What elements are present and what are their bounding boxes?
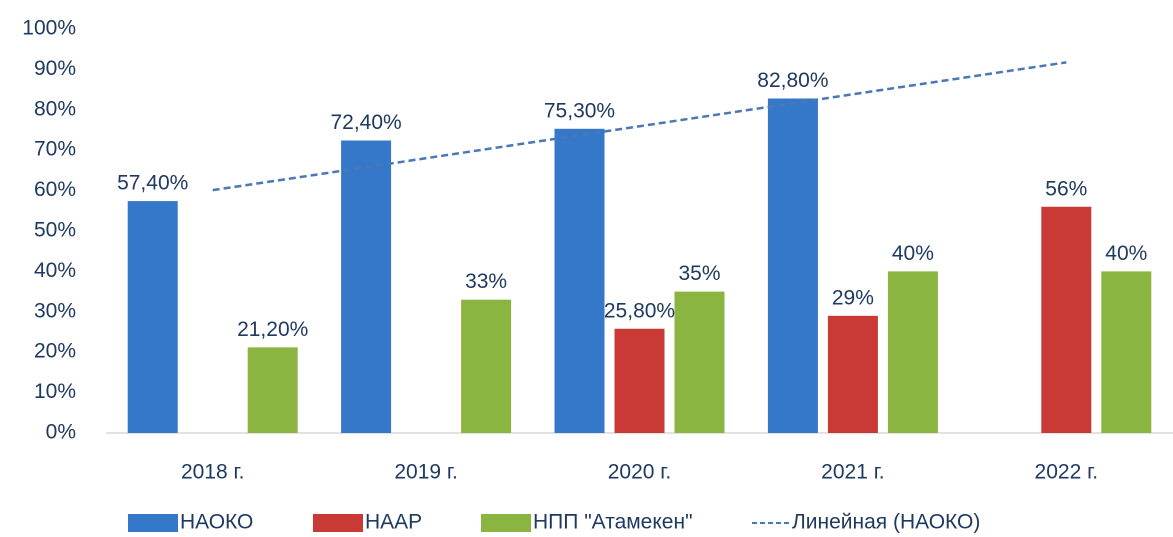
y-tick-label: 10% [34, 380, 76, 403]
bar [247, 347, 298, 433]
y-tick-label: 20% [34, 340, 76, 363]
trendline [212, 61, 1067, 192]
data-label: 25,80% [604, 299, 675, 322]
x-tick-label: 2020 г. [608, 461, 671, 484]
data-label: 21,20% [237, 318, 308, 341]
x-tick-label: 2021 г. [821, 461, 884, 484]
bar [127, 201, 178, 433]
bar [674, 291, 725, 433]
y-tick-label: 90% [34, 57, 76, 80]
data-label: 40% [892, 242, 934, 265]
bar [827, 315, 878, 433]
y-tick-label: 70% [34, 138, 76, 161]
data-label: 72,40% [330, 111, 401, 134]
y-tick-label: 50% [34, 219, 76, 242]
legend-swatch [128, 514, 178, 532]
data-label: 35% [678, 262, 720, 285]
y-tick-label: 60% [34, 178, 76, 201]
data-label: 40% [1105, 242, 1147, 265]
legend-label: НПП "Атамекен" [533, 511, 693, 534]
y-tick-label: 80% [34, 97, 76, 120]
y-tick-label: 100% [22, 17, 76, 40]
data-label: 56% [1045, 177, 1087, 200]
bar [614, 328, 665, 433]
data-label: 82,80% [757, 69, 828, 92]
data-label: 33% [465, 270, 507, 293]
legend-label: Линейная (НАОКО) [792, 511, 980, 534]
legend-label: НАОКО [180, 511, 253, 534]
x-tick-label: 2022 г. [1035, 461, 1098, 484]
bar [1101, 271, 1152, 433]
bar [767, 98, 818, 433]
y-tick-label: 40% [34, 259, 76, 282]
bar [887, 271, 938, 433]
bar [341, 140, 392, 433]
data-label: 75,30% [544, 99, 615, 122]
bar [554, 128, 605, 433]
data-label: 29% [832, 286, 874, 309]
y-tick-label: 0% [46, 421, 76, 444]
bar [461, 299, 512, 433]
x-tick-label: 2019 г. [394, 461, 457, 484]
legend-label: НААР [365, 511, 422, 534]
y-tick-label: 30% [34, 299, 76, 322]
legend-swatch [313, 514, 363, 532]
x-tick-label: 2018 г. [181, 461, 244, 484]
data-label: 57,40% [117, 172, 188, 195]
bar [1041, 206, 1092, 433]
legend-swatch [481, 514, 531, 532]
